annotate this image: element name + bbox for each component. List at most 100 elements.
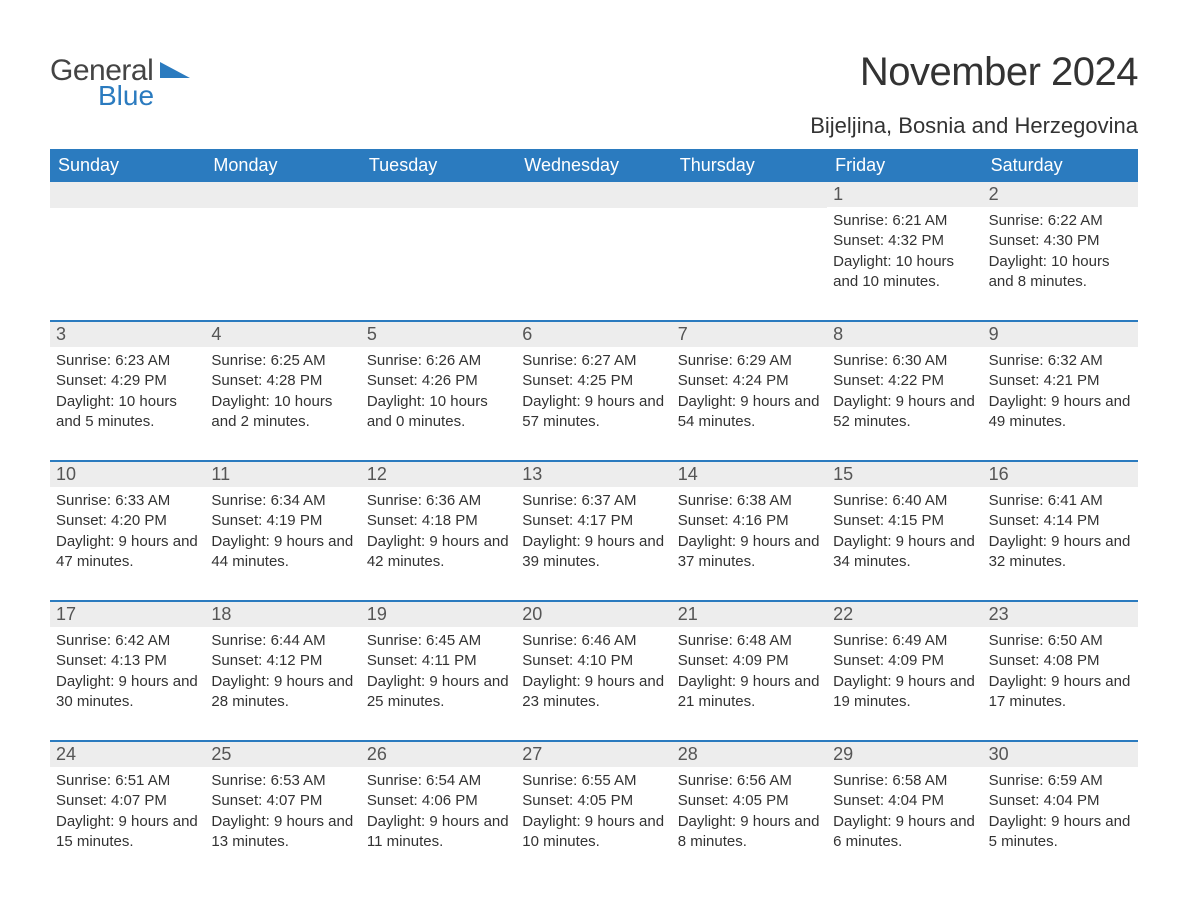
- daylight-text: Daylight: 9 hours and 52 minutes.: [833, 392, 976, 433]
- week-row: 17Sunrise: 6:42 AMSunset: 4:13 PMDayligh…: [50, 600, 1138, 722]
- daylight-text: Daylight: 9 hours and 6 minutes.: [833, 812, 976, 853]
- sunset-text: Sunset: 4:05 PM: [522, 791, 665, 811]
- daylight-text: Daylight: 9 hours and 32 minutes.: [989, 532, 1132, 573]
- day-details: Sunrise: 6:25 AMSunset: 4:28 PMDaylight:…: [205, 347, 360, 434]
- sunset-text: Sunset: 4:05 PM: [678, 791, 821, 811]
- day-cell: 19Sunrise: 6:45 AMSunset: 4:11 PMDayligh…: [361, 602, 516, 722]
- sunrise-text: Sunrise: 6:41 AM: [989, 491, 1132, 511]
- day-details: Sunrise: 6:33 AMSunset: 4:20 PMDaylight:…: [50, 487, 205, 574]
- day-number: [516, 182, 671, 208]
- day-cell: 30Sunrise: 6:59 AMSunset: 4:04 PMDayligh…: [983, 742, 1138, 862]
- sunset-text: Sunset: 4:11 PM: [367, 651, 510, 671]
- sunset-text: Sunset: 4:06 PM: [367, 791, 510, 811]
- day-number: 15: [827, 462, 982, 487]
- day-number: 7: [672, 322, 827, 347]
- day-details: Sunrise: 6:49 AMSunset: 4:09 PMDaylight:…: [827, 627, 982, 714]
- day-number: [672, 182, 827, 208]
- daylight-text: Daylight: 9 hours and 23 minutes.: [522, 672, 665, 713]
- day-details: Sunrise: 6:41 AMSunset: 4:14 PMDaylight:…: [983, 487, 1138, 574]
- sunset-text: Sunset: 4:19 PM: [211, 511, 354, 531]
- day-details: Sunrise: 6:55 AMSunset: 4:05 PMDaylight:…: [516, 767, 671, 854]
- sunset-text: Sunset: 4:22 PM: [833, 371, 976, 391]
- week-row: 24Sunrise: 6:51 AMSunset: 4:07 PMDayligh…: [50, 740, 1138, 862]
- day-cell: 10Sunrise: 6:33 AMSunset: 4:20 PMDayligh…: [50, 462, 205, 582]
- sunrise-text: Sunrise: 6:33 AM: [56, 491, 199, 511]
- sunrise-text: Sunrise: 6:27 AM: [522, 351, 665, 371]
- daylight-text: Daylight: 9 hours and 34 minutes.: [833, 532, 976, 573]
- sunrise-text: Sunrise: 6:46 AM: [522, 631, 665, 651]
- sunrise-text: Sunrise: 6:56 AM: [678, 771, 821, 791]
- sunset-text: Sunset: 4:14 PM: [989, 511, 1132, 531]
- daylight-text: Daylight: 9 hours and 25 minutes.: [367, 672, 510, 713]
- day-cell: [50, 182, 205, 302]
- day-details: Sunrise: 6:23 AMSunset: 4:29 PMDaylight:…: [50, 347, 205, 434]
- day-cell: 3Sunrise: 6:23 AMSunset: 4:29 PMDaylight…: [50, 322, 205, 442]
- day-cell: [672, 182, 827, 302]
- sunrise-text: Sunrise: 6:34 AM: [211, 491, 354, 511]
- day-cell: 11Sunrise: 6:34 AMSunset: 4:19 PMDayligh…: [205, 462, 360, 582]
- day-cell: 21Sunrise: 6:48 AMSunset: 4:09 PMDayligh…: [672, 602, 827, 722]
- sunrise-text: Sunrise: 6:59 AM: [989, 771, 1132, 791]
- daylight-text: Daylight: 9 hours and 37 minutes.: [678, 532, 821, 573]
- day-cell: [516, 182, 671, 302]
- day-number: 27: [516, 742, 671, 767]
- daylight-text: Daylight: 9 hours and 17 minutes.: [989, 672, 1132, 713]
- day-cell: 26Sunrise: 6:54 AMSunset: 4:06 PMDayligh…: [361, 742, 516, 862]
- sunset-text: Sunset: 4:32 PM: [833, 231, 976, 251]
- sunrise-text: Sunrise: 6:21 AM: [833, 211, 976, 231]
- sunset-text: Sunset: 4:04 PM: [989, 791, 1132, 811]
- sunrise-text: Sunrise: 6:29 AM: [678, 351, 821, 371]
- day-details: Sunrise: 6:48 AMSunset: 4:09 PMDaylight:…: [672, 627, 827, 714]
- sunrise-text: Sunrise: 6:23 AM: [56, 351, 199, 371]
- daylight-text: Daylight: 9 hours and 30 minutes.: [56, 672, 199, 713]
- day-cell: 7Sunrise: 6:29 AMSunset: 4:24 PMDaylight…: [672, 322, 827, 442]
- logo: General Blue: [50, 50, 190, 110]
- sunset-text: Sunset: 4:16 PM: [678, 511, 821, 531]
- sunset-text: Sunset: 4:17 PM: [522, 511, 665, 531]
- day-cell: [361, 182, 516, 302]
- daylight-text: Daylight: 10 hours and 2 minutes.: [211, 392, 354, 433]
- sunset-text: Sunset: 4:07 PM: [56, 791, 199, 811]
- day-number: 30: [983, 742, 1138, 767]
- day-of-week-cell: Sunday: [50, 149, 205, 182]
- day-details: Sunrise: 6:37 AMSunset: 4:17 PMDaylight:…: [516, 487, 671, 574]
- sunset-text: Sunset: 4:28 PM: [211, 371, 354, 391]
- day-details: Sunrise: 6:56 AMSunset: 4:05 PMDaylight:…: [672, 767, 827, 854]
- day-details: Sunrise: 6:58 AMSunset: 4:04 PMDaylight:…: [827, 767, 982, 854]
- day-number: 26: [361, 742, 516, 767]
- sunset-text: Sunset: 4:10 PM: [522, 651, 665, 671]
- day-of-week-cell: Friday: [827, 149, 982, 182]
- day-cell: [205, 182, 360, 302]
- day-number: 17: [50, 602, 205, 627]
- week-row: 10Sunrise: 6:33 AMSunset: 4:20 PMDayligh…: [50, 460, 1138, 582]
- sunrise-text: Sunrise: 6:55 AM: [522, 771, 665, 791]
- day-number: 16: [983, 462, 1138, 487]
- month-title: November 2024: [810, 50, 1138, 95]
- sunrise-text: Sunrise: 6:58 AM: [833, 771, 976, 791]
- daylight-text: Daylight: 9 hours and 57 minutes.: [522, 392, 665, 433]
- sunrise-text: Sunrise: 6:25 AM: [211, 351, 354, 371]
- daylight-text: Daylight: 10 hours and 8 minutes.: [989, 252, 1132, 293]
- day-number: 2: [983, 182, 1138, 207]
- day-cell: 15 Sunrise: 6:40 AMSunset: 4:15 PMDayligh…: [827, 462, 982, 582]
- daylight-text: Daylight: 9 hours and 49 minutes.: [989, 392, 1132, 433]
- sunset-text: Sunset: 4:15 PM: [833, 511, 976, 531]
- day-number: 11: [205, 462, 360, 487]
- day-details: Sunrise: 6:38 AMSunset: 4:16 PMDaylight:…: [672, 487, 827, 574]
- day-cell: 18Sunrise: 6:44 AMSunset: 4:12 PMDayligh…: [205, 602, 360, 722]
- daylight-text: Daylight: 9 hours and 39 minutes.: [522, 532, 665, 573]
- day-cell: 9Sunrise: 6:32 AMSunset: 4:21 PMDaylight…: [983, 322, 1138, 442]
- sunrise-text: Sunrise: 6:45 AM: [367, 631, 510, 651]
- day-number: 28: [672, 742, 827, 767]
- sunset-text: Sunset: 4:07 PM: [211, 791, 354, 811]
- day-cell: 17Sunrise: 6:42 AMSunset: 4:13 PMDayligh…: [50, 602, 205, 722]
- day-cell: 20Sunrise: 6:46 AMSunset: 4:10 PMDayligh…: [516, 602, 671, 722]
- sunrise-text: Sunrise: 6:40 AM: [833, 491, 976, 511]
- day-cell: 4Sunrise: 6:25 AMSunset: 4:28 PMDaylight…: [205, 322, 360, 442]
- sunrise-text: Sunrise: 6:42 AM: [56, 631, 199, 651]
- daylight-text: Daylight: 9 hours and 8 minutes.: [678, 812, 821, 853]
- day-number: 23: [983, 602, 1138, 627]
- day-details: Sunrise: 6:34 AMSunset: 4:19 PMDaylight:…: [205, 487, 360, 574]
- day-cell: 23Sunrise: 6:50 AMSunset: 4:08 PMDayligh…: [983, 602, 1138, 722]
- sunrise-text: Sunrise: 6:54 AM: [367, 771, 510, 791]
